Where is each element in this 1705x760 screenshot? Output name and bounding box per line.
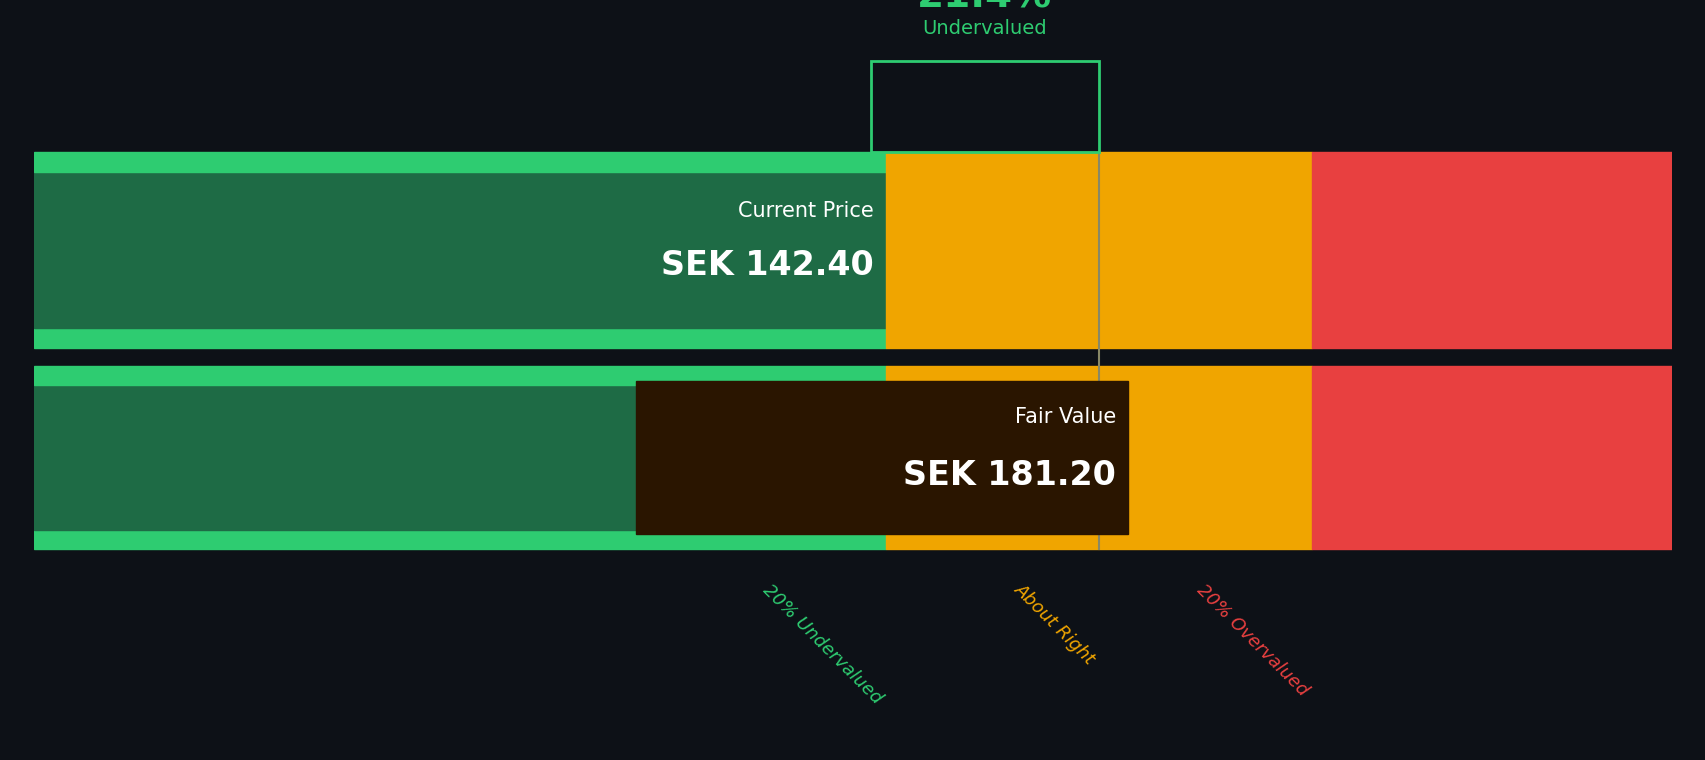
Text: Current Price: Current Price [738, 201, 873, 221]
Bar [1311, 366, 1671, 549]
Bar [1311, 152, 1671, 348]
Bar [34, 366, 885, 385]
Bar [34, 385, 885, 530]
Bar [870, 61, 1098, 152]
Text: Undervalued: Undervalued [922, 19, 1047, 38]
Bar [885, 152, 1311, 348]
Bar [34, 152, 885, 172]
Bar [885, 366, 1311, 549]
Bar [636, 381, 1127, 534]
Text: 20% Undervalued: 20% Undervalued [759, 581, 885, 707]
Bar [34, 328, 885, 348]
Text: SEK 181.20: SEK 181.20 [904, 459, 1115, 492]
Bar [34, 172, 885, 328]
Text: 21.4%: 21.4% [917, 0, 1052, 15]
Text: About Right: About Right [1011, 581, 1098, 668]
Text: SEK 142.40: SEK 142.40 [662, 249, 873, 282]
Text: 20% Overvalued: 20% Overvalued [1192, 581, 1311, 699]
Text: Fair Value: Fair Value [1014, 407, 1115, 427]
Bar [34, 530, 885, 549]
